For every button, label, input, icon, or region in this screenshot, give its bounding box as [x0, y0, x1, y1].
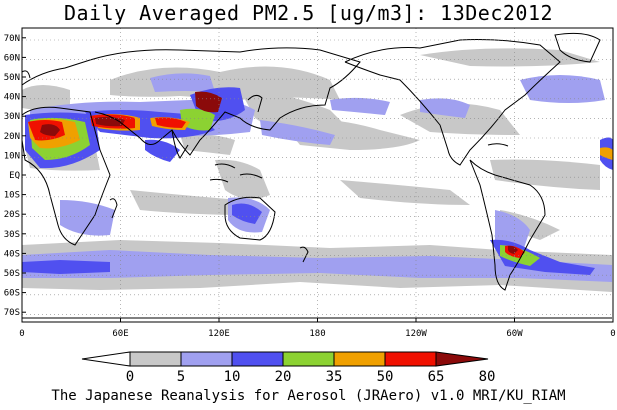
colorbar-segment	[231, 351, 284, 367]
page-title: Daily Averaged PM2.5 [ug/m3]: 13Dec2012	[63, 1, 554, 25]
lon-tick-label: 60E	[112, 329, 128, 339]
lat-tick-label: 40N	[4, 93, 20, 103]
map-field	[22, 28, 613, 322]
colorbar-label: 10	[224, 369, 241, 385]
colorbar-segment	[333, 351, 386, 367]
colorbar-segment	[435, 351, 489, 367]
lat-tick-label: 50N	[4, 73, 20, 83]
lat-tick-label: 60S	[4, 289, 20, 299]
colorbar-segment	[81, 351, 131, 367]
level-80-regions	[40, 91, 518, 254]
lat-tick-label: 70S	[4, 308, 20, 318]
lon-tick-label: 120W	[405, 329, 427, 339]
colorbar-segment	[384, 351, 437, 367]
lat-tick-label: 40S	[4, 249, 20, 259]
lat-tick-label: 60N	[4, 53, 20, 63]
lat-axis: 70N 60N 50N 40N 30N 20N 10N EQ 10S 20S 30S 40S 50S 60…	[4, 34, 26, 318]
colorbar: 0 5 10 20 35 50 65 80	[81, 351, 496, 385]
colorbar-label: 20	[275, 369, 292, 385]
footer-credit: The Japanese Reanalysis for Aerosol (JRA…	[51, 388, 566, 404]
colorbar-label: 0	[126, 369, 134, 385]
gridlines	[22, 28, 613, 322]
colorbar-label: 65	[428, 369, 445, 385]
coastlines	[22, 32, 612, 319]
colorbar-segment	[129, 351, 182, 367]
colorbar-label: 50	[377, 369, 394, 385]
colorbar-segment	[282, 351, 335, 367]
lon-tick-label: 180	[309, 329, 325, 339]
lon-tick-label: 120E	[208, 329, 230, 339]
lat-tick-label: EQ	[9, 171, 20, 181]
colorbar-label: 35	[326, 369, 343, 385]
lat-tick-label: 10N	[4, 151, 20, 161]
lon-tick-label: 60W	[506, 329, 523, 339]
colorbar-segment	[180, 351, 233, 367]
lat-tick-label: 10S	[4, 191, 20, 201]
lat-tick-label: 70N	[4, 34, 20, 44]
lat-tick-label: 50S	[4, 269, 20, 279]
lat-tick-label: 20S	[4, 210, 20, 220]
colorbar-label: 5	[177, 369, 185, 385]
lat-tick-label: 20N	[4, 132, 20, 142]
lon-tick-label: 0	[610, 329, 615, 339]
lat-tick-label: 30N	[4, 112, 20, 122]
lon-tick-label: 0	[19, 329, 24, 339]
lon-axis: 0 60E 120E 180 120W 60W 0	[19, 318, 616, 339]
colorbar-label: 80	[479, 369, 496, 385]
lat-tick-label: 30S	[4, 230, 20, 240]
